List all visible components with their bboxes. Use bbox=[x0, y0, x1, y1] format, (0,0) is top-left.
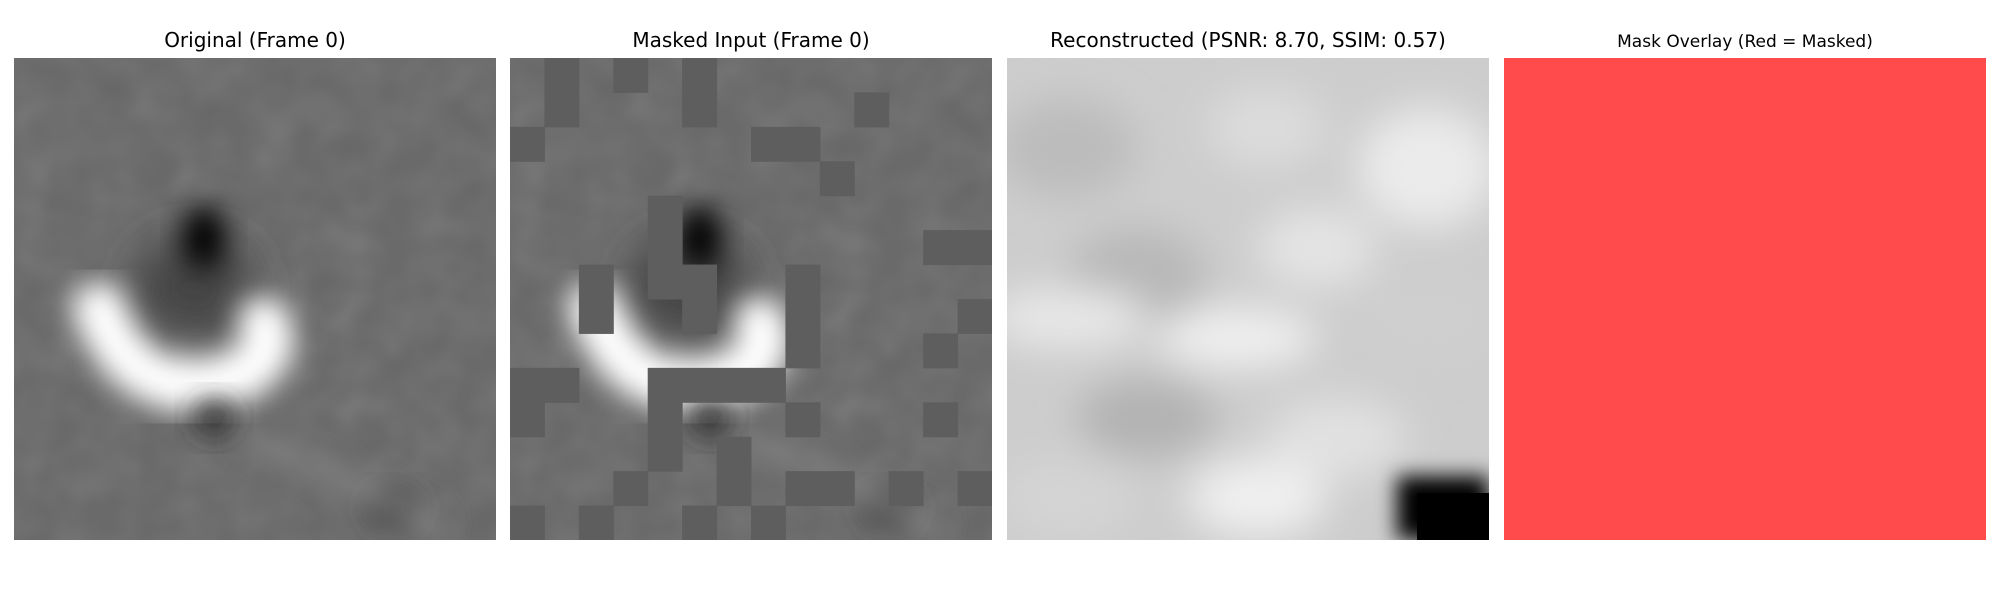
masked-patch bbox=[544, 367, 580, 403]
masked-patch bbox=[923, 333, 959, 369]
mask-overlay-image bbox=[1504, 58, 1986, 540]
reconstructed-image bbox=[1007, 58, 1489, 540]
masked-patch bbox=[819, 471, 855, 507]
masked-patch bbox=[751, 367, 786, 403]
masked-patch bbox=[819, 161, 855, 197]
masked-patch bbox=[647, 367, 683, 403]
masked-patch bbox=[923, 402, 959, 438]
reconstructed-title: Reconstructed (PSNR: 8.70, SSIM: 0.57) bbox=[1050, 28, 1446, 52]
masked-patch bbox=[716, 471, 752, 507]
masked-patch bbox=[682, 92, 718, 128]
masked-patch bbox=[854, 92, 890, 128]
masked-patch bbox=[544, 58, 580, 93]
masked-patch bbox=[785, 471, 821, 507]
masked-patch bbox=[510, 402, 545, 438]
masked-patch bbox=[682, 299, 718, 334]
masked-patch bbox=[613, 58, 649, 93]
masked-patch bbox=[647, 436, 683, 472]
masked-patch bbox=[785, 126, 821, 162]
masked-patch bbox=[785, 402, 821, 438]
masked-input-image bbox=[510, 58, 992, 540]
masked-patch bbox=[682, 264, 718, 300]
masked-patch bbox=[888, 471, 924, 507]
masked-patch bbox=[647, 264, 683, 300]
masked-patch bbox=[510, 126, 545, 162]
masked-patch bbox=[613, 471, 649, 507]
masked-patch-layer bbox=[510, 58, 992, 540]
original-frame-title: Original (Frame 0) bbox=[164, 28, 346, 52]
masked-patch bbox=[957, 471, 992, 507]
masked-patch bbox=[578, 299, 614, 334]
original-frame-image bbox=[14, 58, 496, 540]
masked-patch bbox=[647, 195, 683, 231]
masked-patch bbox=[751, 505, 786, 540]
masked-patch bbox=[544, 92, 580, 128]
masked-patch bbox=[957, 230, 992, 266]
masked-patch bbox=[578, 264, 614, 300]
masked-patch bbox=[716, 367, 752, 403]
masked-patch bbox=[578, 505, 614, 540]
masked-patch bbox=[957, 299, 992, 334]
masked-patch bbox=[647, 230, 683, 266]
masked-region bbox=[1504, 58, 1986, 540]
masked-patch bbox=[510, 367, 545, 403]
masked-patch bbox=[647, 402, 683, 438]
masked-patch bbox=[682, 58, 718, 93]
masked-patch bbox=[682, 505, 718, 540]
masked-patch bbox=[785, 299, 821, 334]
masked-patch bbox=[682, 367, 718, 403]
masked-patch bbox=[785, 264, 821, 300]
masked-patch bbox=[785, 333, 821, 369]
masked-patch bbox=[923, 230, 959, 266]
masked-patch bbox=[751, 126, 786, 162]
masked-patch bbox=[510, 505, 545, 540]
masked-input-title: Masked Input (Frame 0) bbox=[632, 28, 870, 52]
mask-overlay-title: Mask Overlay (Red = Masked) bbox=[1617, 32, 1873, 52]
masked-patch bbox=[716, 436, 752, 472]
